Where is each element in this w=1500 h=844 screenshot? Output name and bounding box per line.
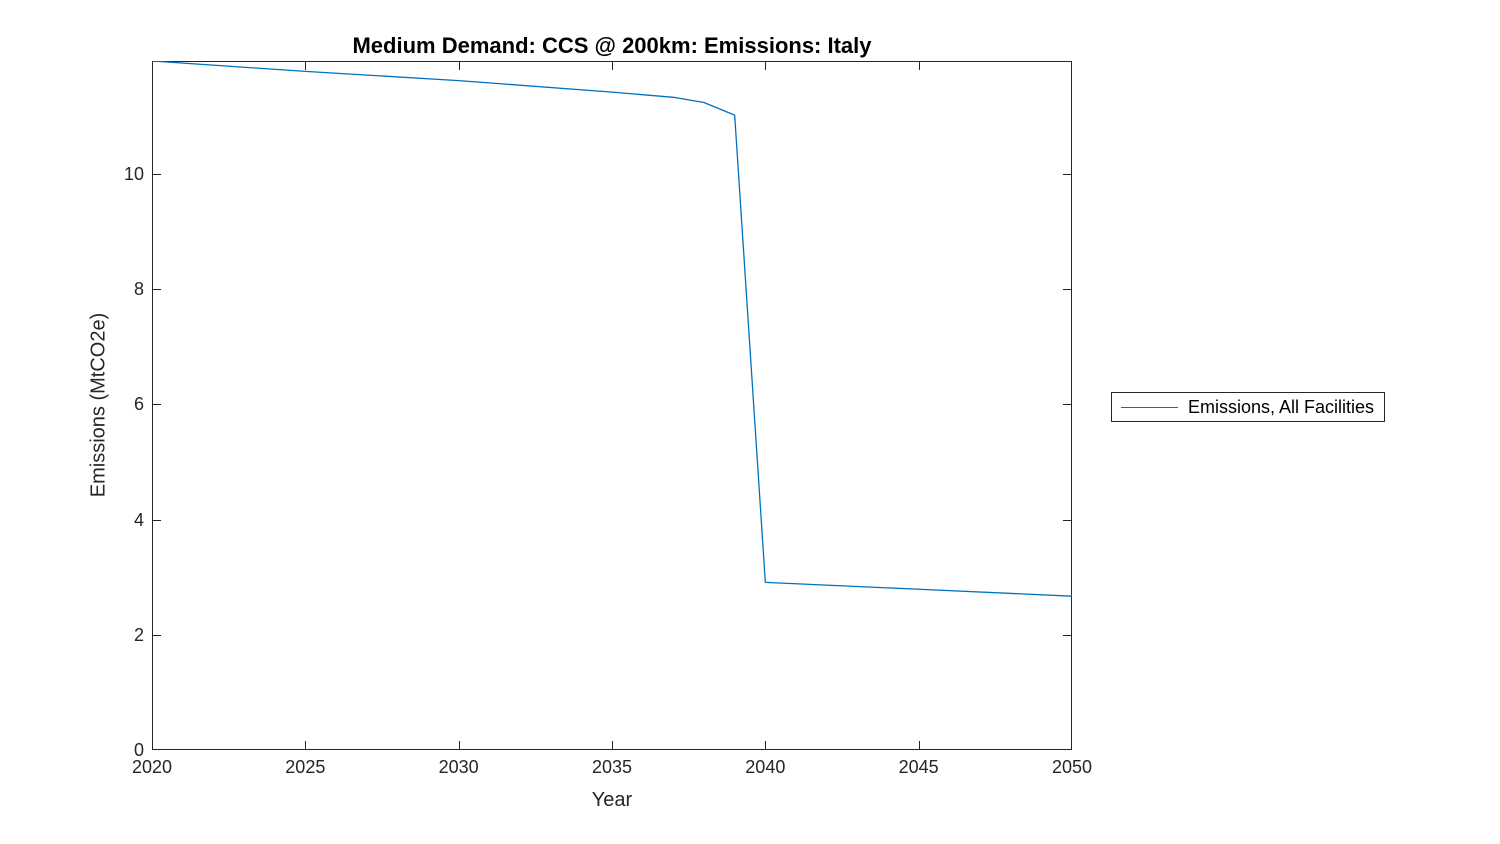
y-tick-label: 2 bbox=[133, 624, 144, 645]
y-tick-label: 6 bbox=[133, 394, 144, 415]
y-tick-label: 8 bbox=[133, 279, 144, 300]
x-tick-label: 2045 bbox=[898, 757, 939, 777]
plot-area bbox=[152, 61, 1072, 750]
chart-title: Medium Demand: CCS @ 200km: Emissions: I… bbox=[352, 33, 872, 58]
x-tick-label: 2040 bbox=[745, 757, 786, 777]
legend-entry-label: Emissions, All Facilities bbox=[1188, 396, 1375, 417]
y-axis-label: Emissions (MtCO2e) bbox=[87, 312, 110, 498]
y-tick-label: 10 bbox=[123, 163, 144, 184]
legend: Emissions, All Facilities bbox=[1111, 392, 1385, 422]
legend-line-swatch-icon bbox=[1121, 406, 1178, 408]
x-tick-label: 2050 bbox=[1051, 757, 1093, 777]
y-tick-label: 0 bbox=[133, 740, 144, 760]
x-tick-label: 2025 bbox=[285, 757, 326, 777]
x-axis-label: Year bbox=[591, 789, 633, 811]
y-tick-label: 4 bbox=[133, 509, 144, 530]
x-tick-label: 2020 bbox=[131, 757, 173, 777]
x-tick-label: 2035 bbox=[591, 757, 633, 777]
x-tick-label: 2030 bbox=[438, 757, 479, 777]
